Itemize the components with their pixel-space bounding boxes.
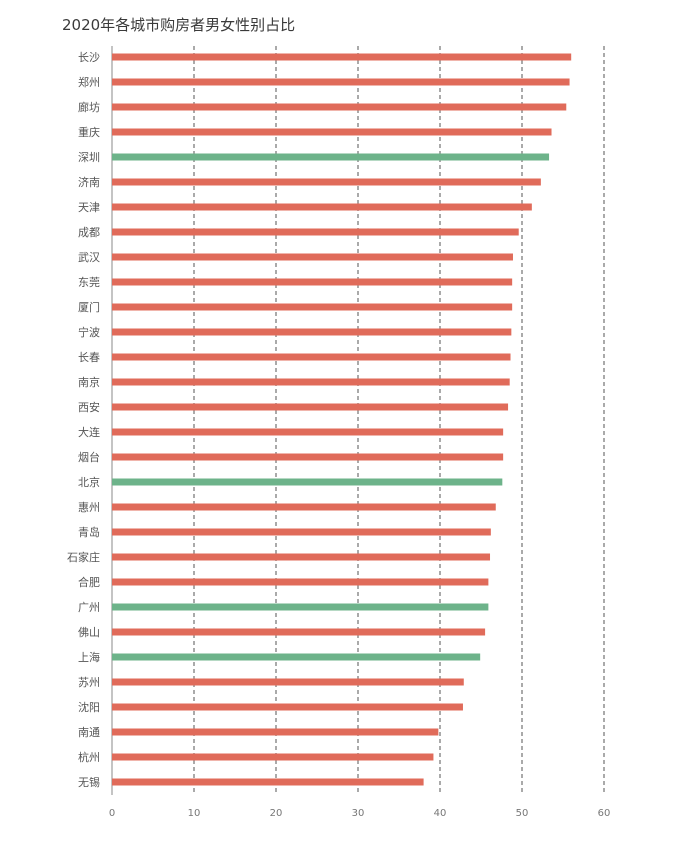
category-label: 廊坊 <box>78 100 100 114</box>
category-label: 上海 <box>78 650 100 664</box>
category-label: 青岛 <box>78 525 100 539</box>
bar <box>112 103 567 111</box>
bar <box>112 178 541 186</box>
bar <box>112 478 503 486</box>
bar <box>112 203 532 211</box>
bar <box>112 328 512 336</box>
x-tick-label: 20 <box>270 808 283 819</box>
category-label: 长沙 <box>78 51 100 64</box>
x-tick-label: 50 <box>516 808 529 819</box>
bar <box>112 678 464 686</box>
bar <box>112 553 491 561</box>
category-label: 宁波 <box>78 325 100 339</box>
bar <box>112 228 519 236</box>
category-label: 成都 <box>78 226 100 239</box>
category-label: 无锡 <box>78 775 100 789</box>
category-label: 天津 <box>78 201 100 214</box>
category-label: 惠州 <box>78 500 100 514</box>
bar <box>112 153 550 161</box>
x-tick-label: 0 <box>109 808 115 819</box>
x-tick-label: 30 <box>352 808 365 819</box>
category-label: 重庆 <box>78 125 100 139</box>
bar <box>112 703 463 711</box>
bar <box>112 428 504 436</box>
category-label: 北京 <box>78 475 100 489</box>
category-label: 苏州 <box>78 676 100 689</box>
bar <box>112 453 504 461</box>
category-label: 武汉 <box>78 251 100 264</box>
category-label: 深圳 <box>78 151 100 164</box>
category-label: 烟台 <box>78 450 100 464</box>
category-label: 南通 <box>78 726 100 739</box>
bar <box>112 778 424 786</box>
category-label: 厦门 <box>78 300 100 314</box>
category-label: 南京 <box>78 375 100 389</box>
bar <box>112 653 481 661</box>
bar <box>112 528 491 536</box>
bar <box>112 253 513 261</box>
x-tick-label: 10 <box>188 808 201 819</box>
category-label: 济南 <box>78 175 100 189</box>
bar <box>112 503 496 511</box>
bar <box>112 78 570 86</box>
x-tick-label: 60 <box>598 808 611 819</box>
bar <box>112 753 434 761</box>
category-label: 沈阳 <box>78 700 100 714</box>
category-label: 合肥 <box>78 575 100 589</box>
bar <box>112 603 489 611</box>
category-label: 长春 <box>78 351 100 364</box>
category-label: 杭州 <box>78 750 100 764</box>
bar <box>112 53 572 61</box>
category-label: 东莞 <box>78 276 100 289</box>
category-label: 佛山 <box>78 626 100 639</box>
category-label: 郑州 <box>78 75 100 89</box>
bar <box>112 578 489 586</box>
chart-title: 2020年各城市购房者男女性别占比 <box>62 16 296 34</box>
bar <box>112 303 513 311</box>
category-label: 大连 <box>78 425 100 439</box>
category-label: 石家庄 <box>67 550 100 564</box>
bar <box>112 403 509 411</box>
bar <box>112 278 513 286</box>
bar <box>112 353 511 361</box>
x-tick-label: 40 <box>434 808 447 819</box>
bar <box>112 728 439 736</box>
category-label: 西安 <box>78 400 100 414</box>
category-label: 广州 <box>78 601 100 614</box>
bar <box>112 128 552 136</box>
bar <box>112 628 486 636</box>
bar <box>112 378 510 386</box>
